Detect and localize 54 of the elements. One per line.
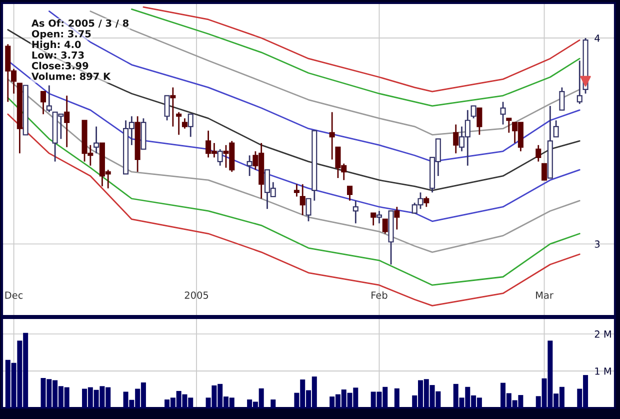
candlestick — [536, 144, 542, 162]
annotation: Close:3.99 — [32, 62, 88, 70]
candlestick — [382, 218, 388, 234]
candlestick — [46, 84, 52, 113]
candlestick — [453, 124, 459, 154]
candlestick — [329, 111, 335, 160]
annotation: High: 4.0 — [32, 40, 81, 50]
candlestick — [576, 60, 582, 105]
y-tick-label: 4 — [594, 34, 600, 42]
candlestick — [553, 120, 559, 138]
candlestick — [246, 154, 252, 177]
candlestick — [188, 114, 194, 138]
candlestick — [294, 184, 300, 198]
candlestick — [370, 212, 376, 226]
candlestick — [559, 86, 565, 111]
candlestick — [176, 111, 182, 136]
annotation: Open: 3.75 — [32, 30, 91, 40]
candlestick — [500, 101, 506, 126]
candlestick — [352, 200, 358, 224]
candlestick — [306, 198, 312, 222]
x-tick-label: Feb — [372, 291, 388, 299]
candlestick — [170, 86, 176, 128]
candlestick — [164, 94, 170, 122]
line-series — [7, 97, 580, 286]
bar — [394, 388, 400, 408]
line-series — [130, 8, 580, 107]
y-tick-label: 3 — [594, 240, 600, 248]
candlestick — [424, 196, 430, 208]
candlestick — [64, 94, 70, 148]
candlestick — [346, 186, 353, 202]
candlestick — [217, 148, 223, 166]
x-tick-label: Dec — [5, 292, 23, 299]
line-series — [7, 78, 580, 253]
y-tick-label: 1 M — [595, 368, 611, 375]
candlestick — [182, 118, 188, 130]
x-tick-label: Mar — [536, 292, 554, 299]
candlestick — [376, 210, 382, 224]
bar — [270, 399, 276, 408]
y-tick-label: 2 M — [594, 330, 611, 338]
candlestick — [542, 163, 548, 181]
annotation: Volume: 897 K — [31, 72, 111, 80]
annotation: Low: 3.73 — [32, 51, 84, 59]
candlestick — [470, 105, 476, 120]
annotation: As Of: 2005 / 3 / 8 — [31, 19, 129, 28]
candlestick — [394, 206, 400, 230]
line-series — [142, 6, 580, 92]
candlestick — [300, 184, 306, 216]
candlestick — [94, 126, 100, 154]
line-series — [7, 114, 580, 306]
line-series — [7, 29, 580, 192]
x-tick-label: 2005 — [184, 291, 208, 299]
candlestick — [40, 90, 46, 115]
candlestick — [476, 107, 482, 136]
candlestick — [506, 118, 512, 134]
